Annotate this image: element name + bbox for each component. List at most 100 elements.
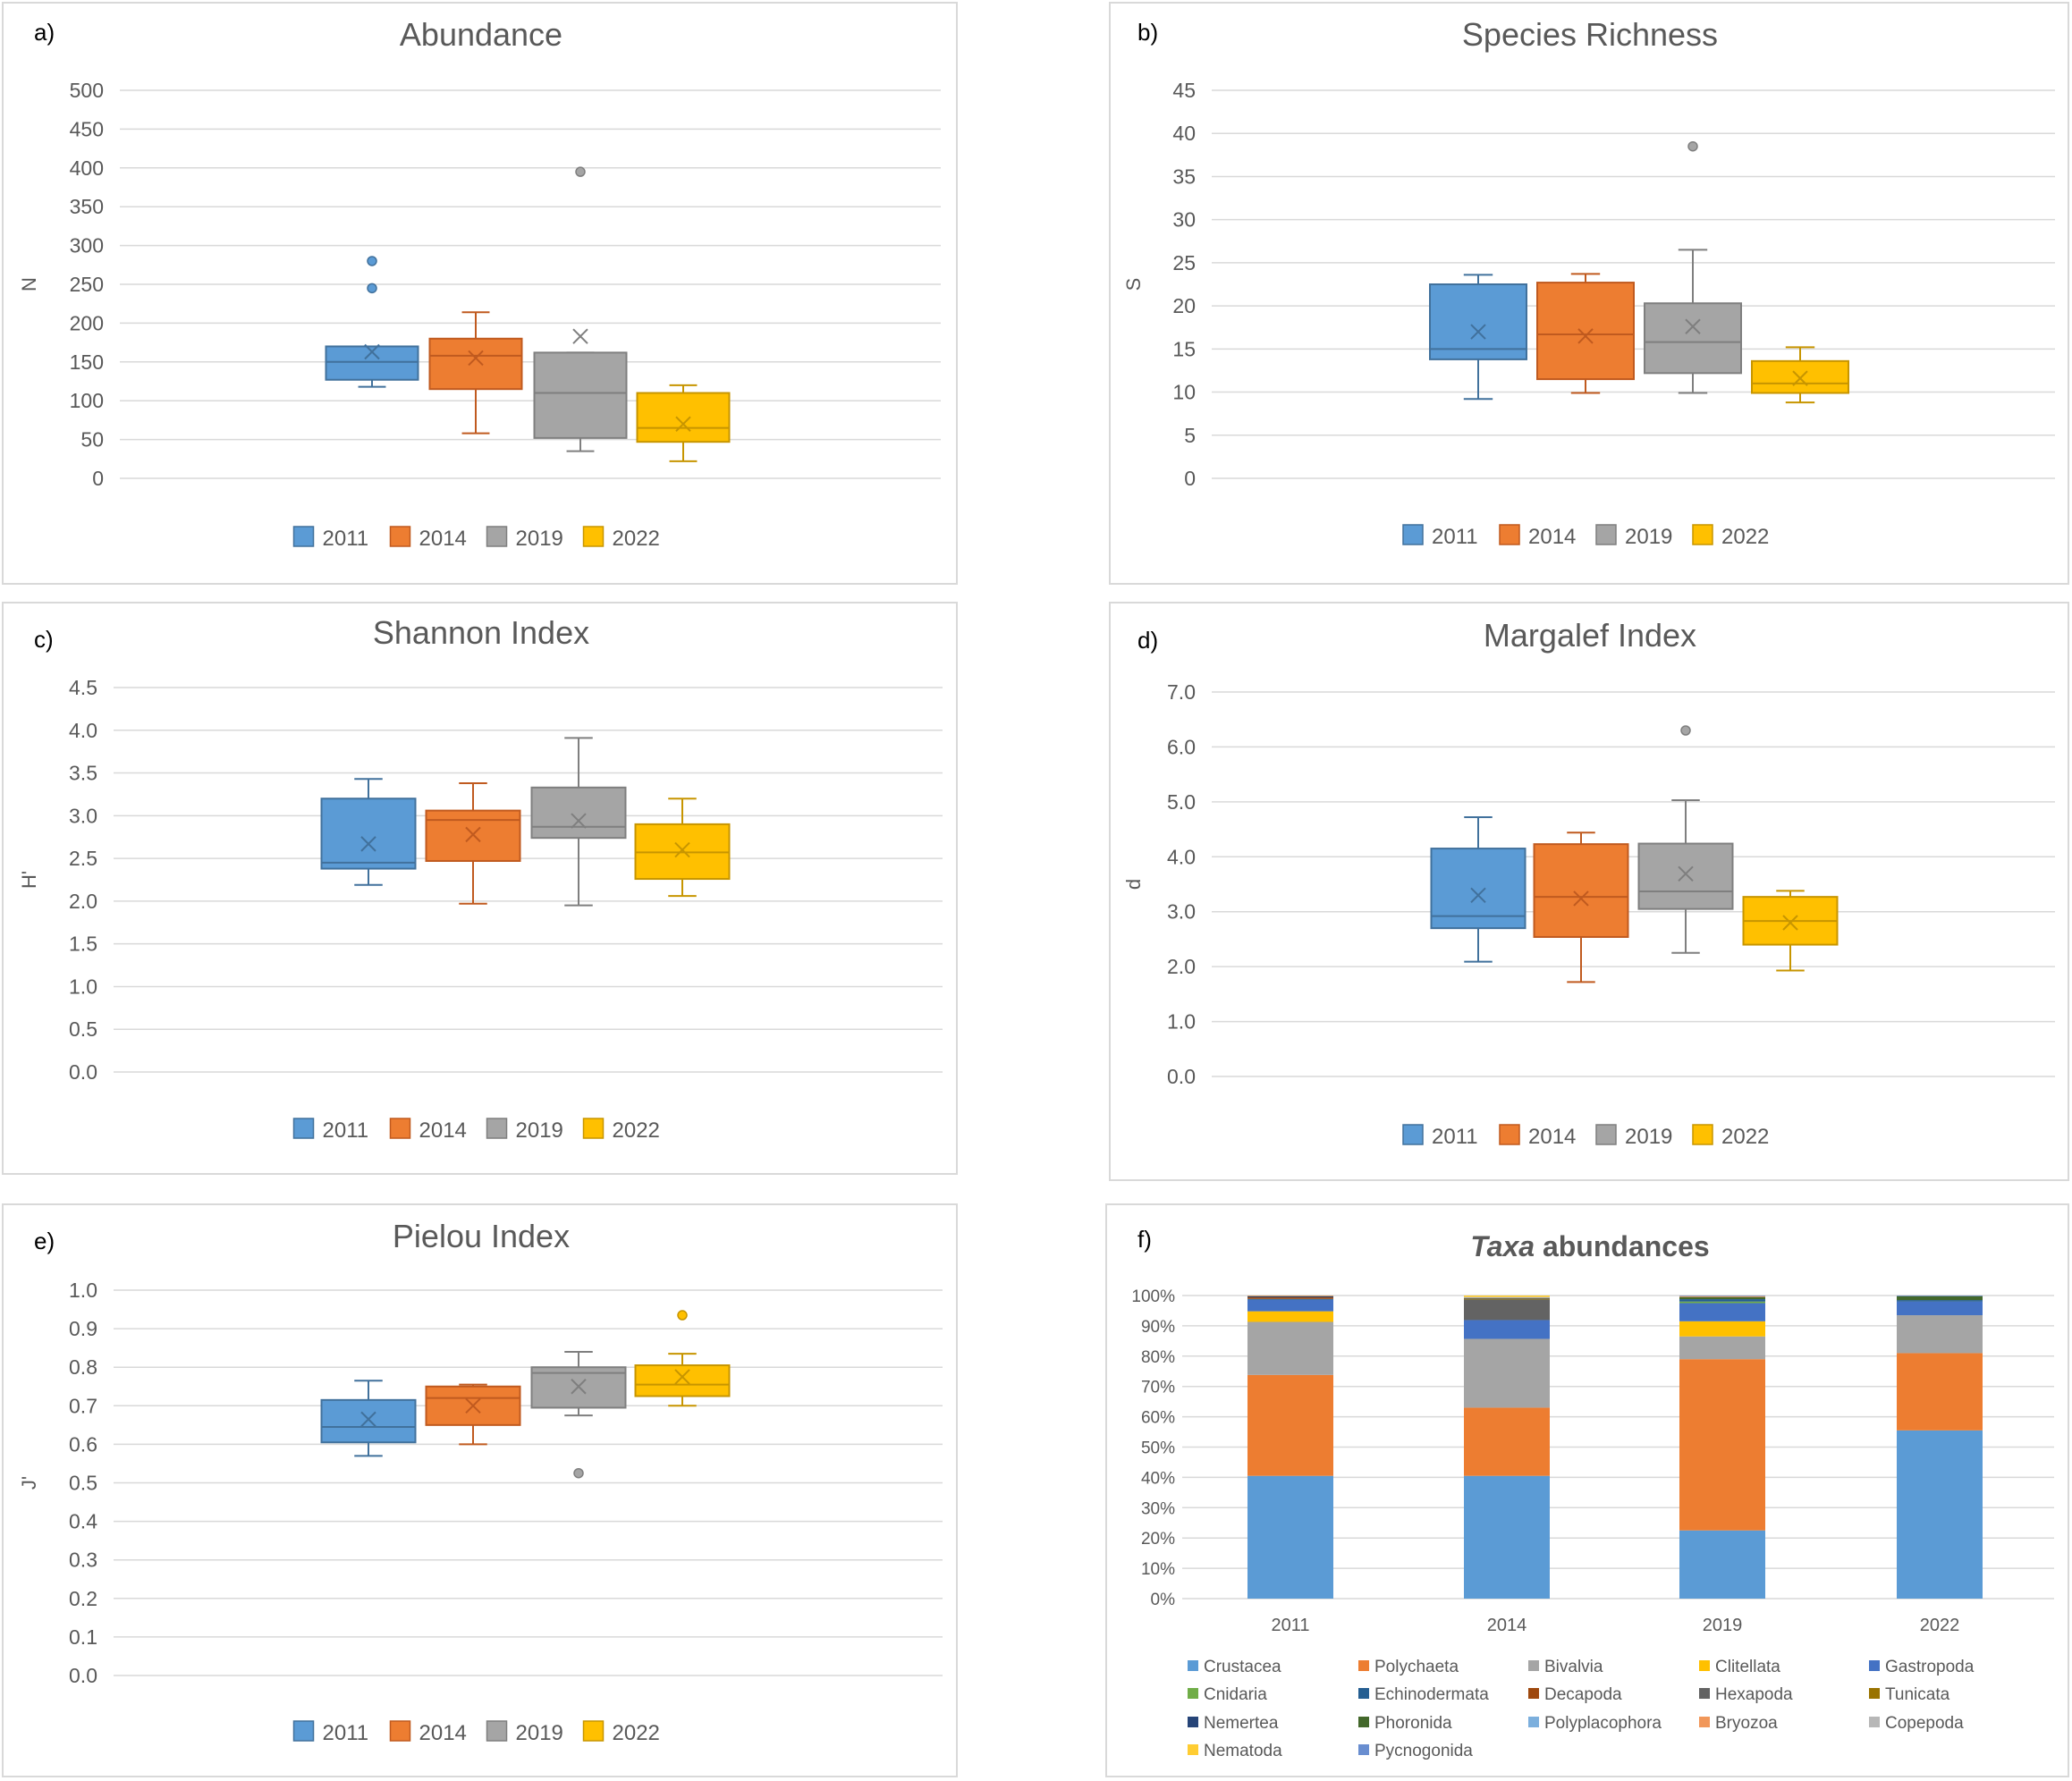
y-tick-label: 10: [1172, 381, 1196, 404]
legend-swatch-2011: [292, 1720, 315, 1742]
mean-marker: [1678, 865, 1694, 882]
x-tick-label: 2014: [1487, 1616, 1527, 1635]
bar-segment-polychaeta: [1679, 1359, 1765, 1531]
mean-marker: [571, 1379, 587, 1395]
legend-swatch-2014: [389, 1118, 411, 1139]
mean-marker-stroke: [1792, 370, 1808, 386]
mean-marker-stroke: [360, 836, 376, 852]
mean-marker-stroke: [1470, 324, 1486, 340]
legend-label: 2011: [1432, 525, 1478, 549]
y-tick-label: 0.3: [69, 1549, 97, 1572]
mean-marker: [465, 1397, 481, 1414]
bar-segment-bivalvia: [1464, 1338, 1550, 1408]
y-tick-label: 15: [1172, 337, 1196, 360]
mean-marker-stroke: [465, 826, 481, 843]
legend-label: 2014: [419, 1118, 467, 1143]
y-tick-label: 1.0: [69, 1279, 97, 1302]
legend-swatch-crustacea: [1188, 1660, 1198, 1671]
y-tick-label: 90%: [1141, 1318, 1175, 1337]
bar-segment-crustacea: [1247, 1475, 1333, 1599]
y-tick-label: 4.0: [69, 719, 97, 742]
shannon-index-chart: c) Shannon Index H' 0.0 0.5 1.0 1.5 2.0 2.5 3.0 3.…: [18, 614, 943, 1143]
mean-marker-stroke: [1577, 328, 1594, 344]
mean-marker: [1470, 887, 1486, 903]
legend-swatch-nemertea: [1188, 1717, 1198, 1727]
legend-label: 2014: [419, 1721, 467, 1745]
chart-title-rest: abundances: [1535, 1230, 1710, 1262]
outlier-point: [367, 256, 377, 266]
legend-swatch-bivalvia: [1528, 1660, 1539, 1671]
box-2019: [530, 786, 627, 840]
bar-segment-decapoda: [1247, 1297, 1333, 1299]
y-tick-label: 25: [1172, 251, 1196, 274]
mean-marker: [360, 836, 376, 852]
legend-label: 2022: [1721, 1125, 1769, 1149]
legend-swatch-2014: [389, 1720, 411, 1742]
legend-swatch-2022: [582, 526, 605, 547]
legend-swatch-echinodermata: [1358, 1688, 1369, 1699]
mean-marker: [572, 328, 588, 344]
mean-marker: [674, 1369, 690, 1385]
species-richness-chart: b) Species Richness S 0 5 10 15 20 25 30 35 40 45 201…: [1122, 16, 2055, 549]
y-tick-label: 45: [1172, 79, 1196, 102]
panel-margalef-index: d) Margalef Index d 0.0 1.0 2.0 3.0 4.0 5.0 6.0 7.…: [1109, 602, 2069, 1181]
bar-segment-hexapoda: [1464, 1299, 1550, 1321]
outlier-point: [575, 166, 586, 177]
y-tick-label: 40: [1172, 122, 1196, 145]
mean-marker-stroke: [1782, 915, 1798, 931]
y-tick-label: 30%: [1141, 1499, 1175, 1518]
legend-label: Echinodermata: [1374, 1685, 1489, 1704]
mean-marker-stroke: [360, 1411, 376, 1428]
bar-segment-phoronida: [1679, 1296, 1765, 1300]
legend-label: Phoronida: [1374, 1714, 1452, 1733]
panel-label: c): [34, 626, 54, 653]
legend-swatch-2011: [1402, 524, 1424, 545]
bar-segment-gastropoda: [1897, 1301, 1983, 1316]
y-tick-label: 6.0: [1167, 735, 1196, 758]
y-tick-label: 30: [1172, 208, 1196, 232]
y-tick-label: 100%: [1131, 1287, 1175, 1306]
bar-segment-crustacea: [1897, 1430, 1983, 1599]
y-tick-label: 0.5: [69, 1472, 97, 1495]
bar-segment-bivalvia: [1247, 1321, 1333, 1375]
box-2019: [533, 351, 628, 439]
box-2022: [636, 392, 731, 443]
y-tick-label: 4.5: [69, 676, 97, 699]
legend-label: Cnidaria: [1204, 1685, 1267, 1704]
x-tick-label: 2022: [1920, 1616, 1960, 1635]
y-tick-label: 0.6: [69, 1432, 97, 1456]
legend-label: 2022: [613, 527, 660, 551]
bar-segment-nemertea: [1247, 1296, 1333, 1298]
bar-segment-gastropoda: [1464, 1320, 1550, 1339]
y-tick-label: 3.0: [1167, 900, 1196, 924]
y-tick-label: 3.5: [69, 762, 97, 785]
legend-label: Nematoda: [1204, 1742, 1282, 1760]
legend-swatch-2019: [1595, 524, 1617, 545]
bar-segment-bivalvia: [1897, 1315, 1983, 1354]
panel-pielou-index: e) Pielou Index J' 0.0 0.1 0.2 0.3 0.4 0.5 0.6 0.7…: [2, 1203, 958, 1777]
y-tick-label: 0.0: [69, 1060, 97, 1084]
panel-label: a): [34, 19, 55, 46]
legend-swatch-bryozoa: [1699, 1717, 1710, 1727]
mean-marker-stroke: [674, 841, 690, 858]
mean-marker-stroke: [572, 328, 588, 344]
y-tick-label: 1.0: [69, 975, 97, 998]
box-2022: [634, 1364, 731, 1397]
y-tick-label: 200: [70, 311, 104, 334]
legend-swatch-polychaeta: [1358, 1660, 1369, 1671]
legend-swatch-2011: [1402, 1124, 1424, 1145]
legend-label: 2014: [419, 527, 467, 551]
y-tick-label: 0: [1184, 467, 1196, 490]
y-tick-label: 2.0: [69, 890, 97, 913]
box-2011: [320, 798, 417, 870]
y-tick-label: 0.8: [69, 1355, 97, 1379]
legend-label: 2011: [323, 1118, 369, 1143]
bar-segment-crustacea: [1679, 1530, 1765, 1599]
legend-swatch-2019: [486, 526, 508, 547]
bar-segment-tunicata: [1464, 1298, 1550, 1300]
y-tick-label: 300: [70, 234, 104, 257]
y-tick-label: 0.5: [69, 1017, 97, 1041]
y-tick-label: 7.0: [1167, 680, 1196, 704]
legend-swatch-polyplacophora: [1528, 1717, 1539, 1727]
panel-species-richness: b) Species Richness S 0 5 10 15 20 25 30 35 40 45 201…: [1109, 2, 2069, 585]
